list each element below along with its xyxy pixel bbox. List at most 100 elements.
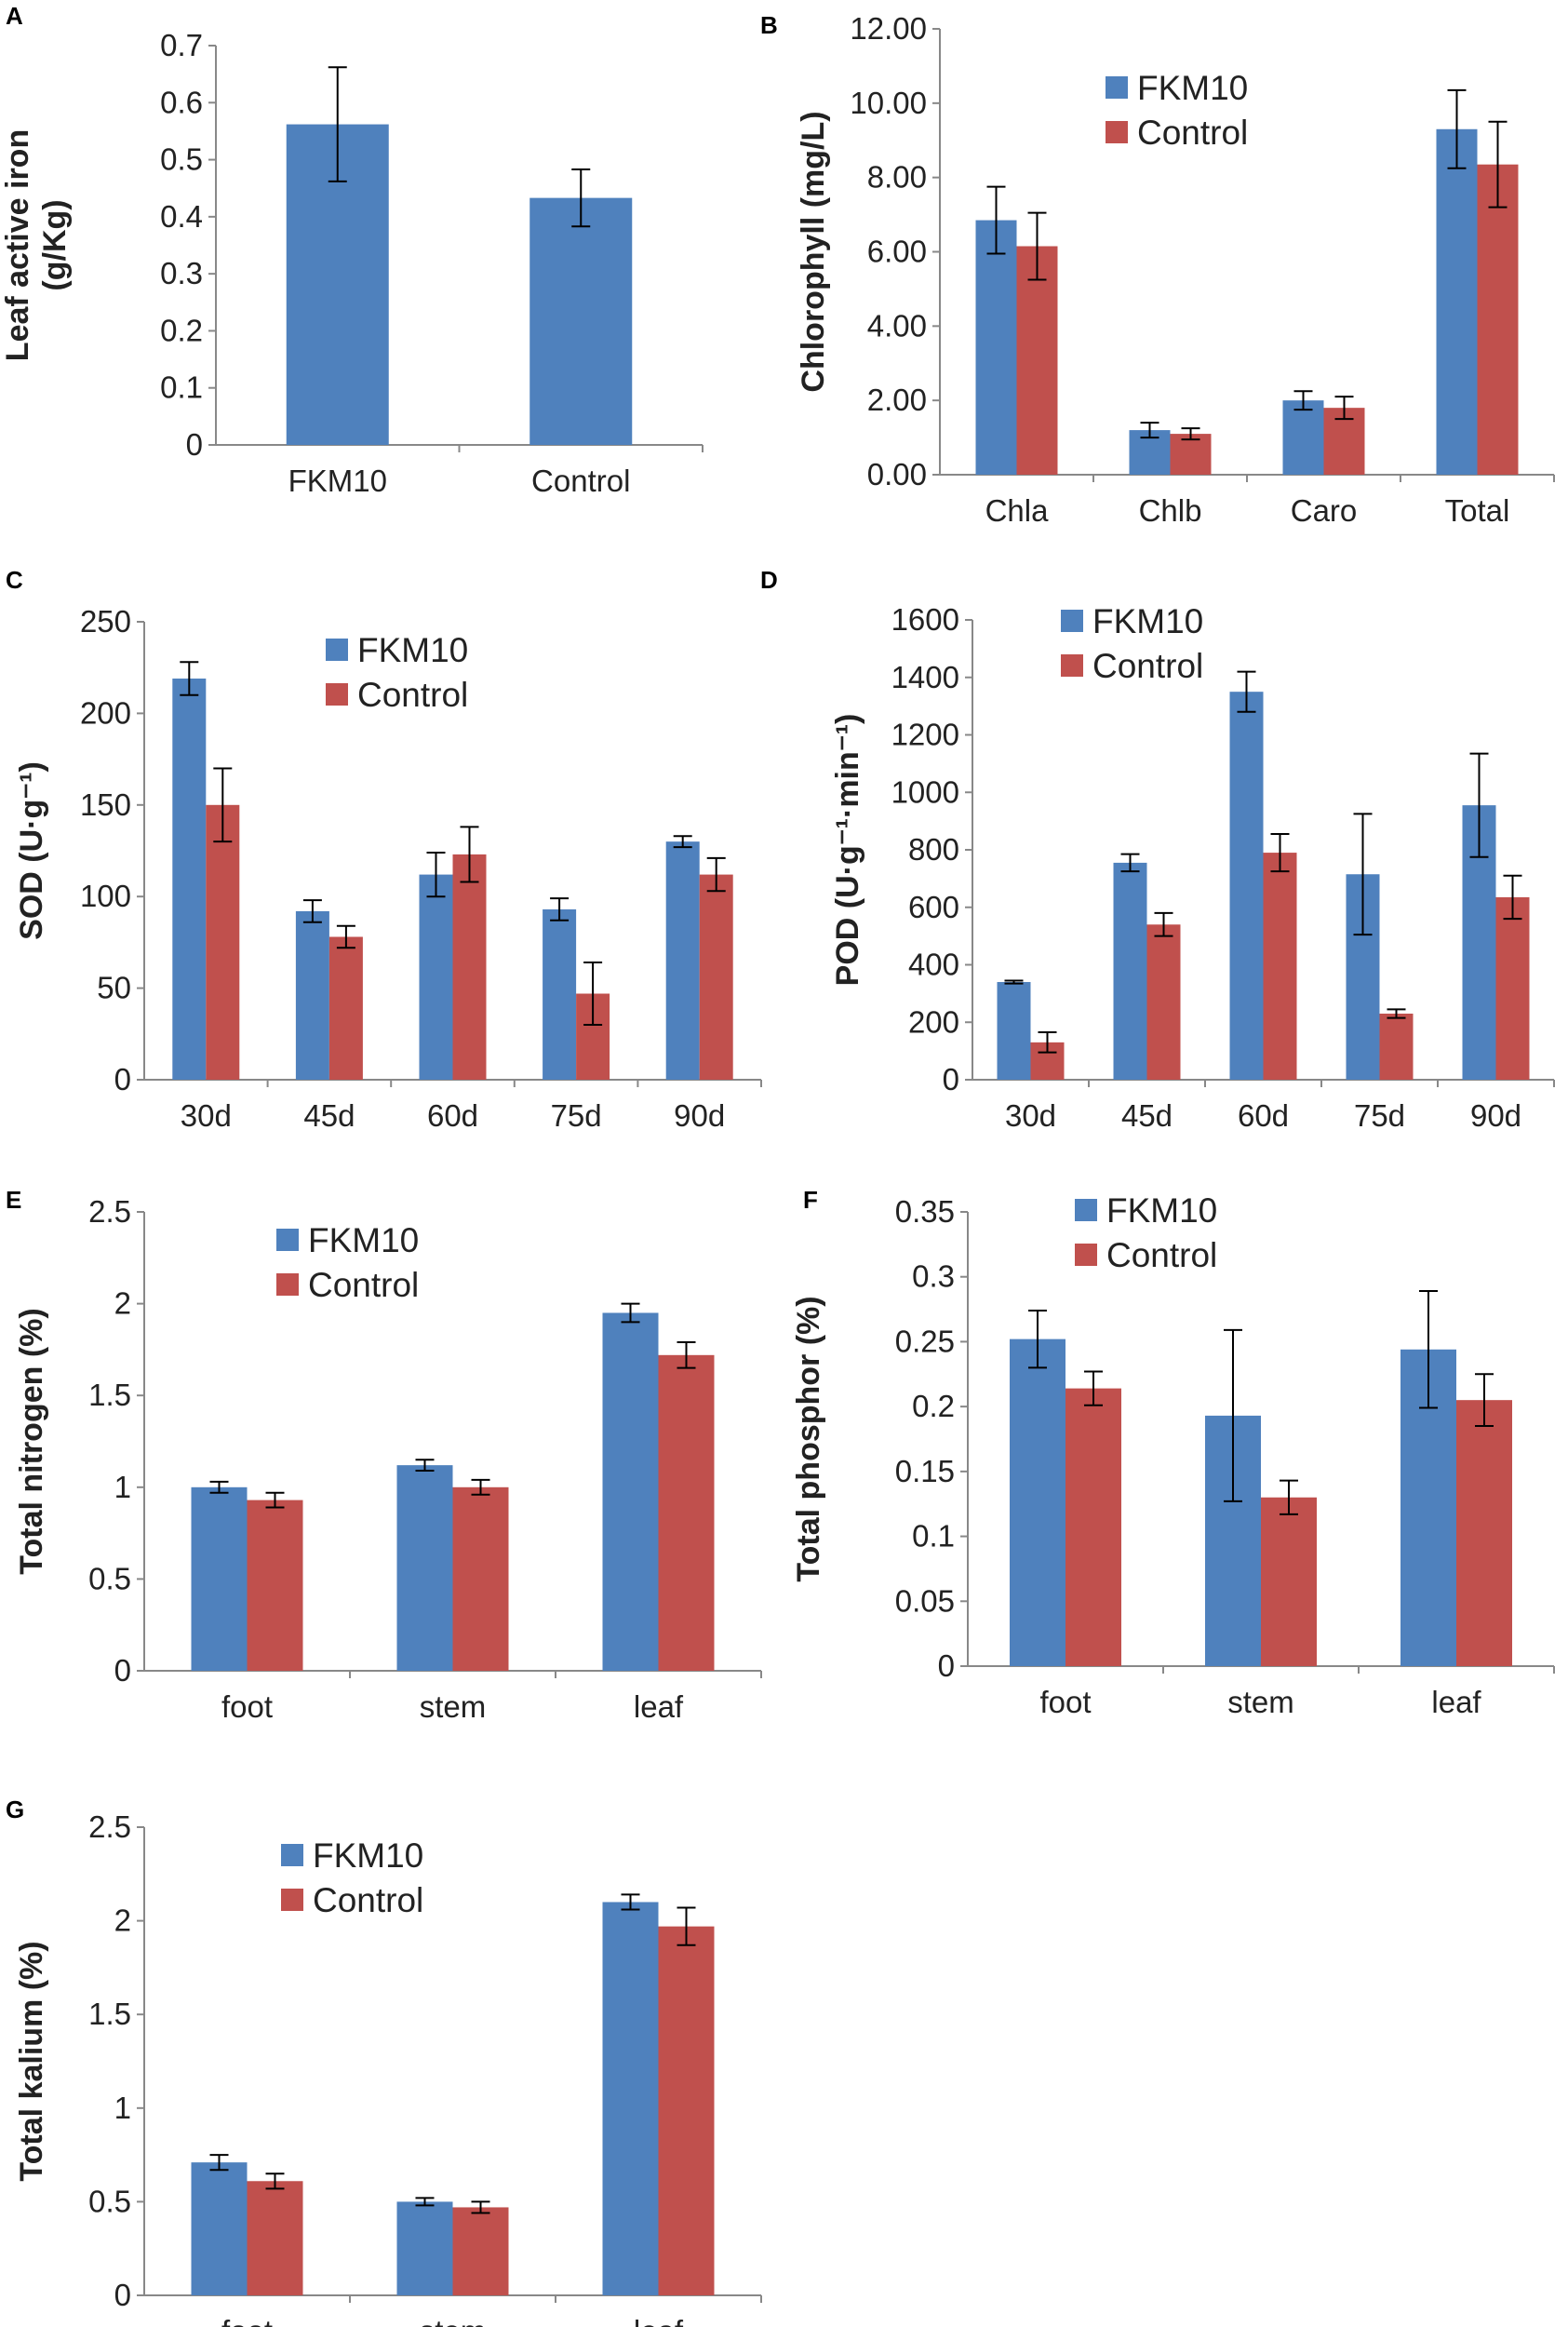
bar-fkm10-leaf [602, 1902, 659, 2295]
x-tick-label: stem [420, 2314, 487, 2327]
y-tick-label: 0.2 [912, 1389, 955, 1423]
y-tick-label: 8.00 [867, 160, 927, 195]
legend-label-fkm10: FKM10 [357, 631, 468, 669]
legend-label-control: Control [1137, 114, 1248, 152]
bar-control-60d [452, 854, 487, 1080]
x-tick-label: Chla [985, 493, 1050, 528]
x-tick-label: FKM10 [288, 464, 387, 498]
panel-letter-g: G [6, 1796, 24, 1823]
bar-fkm10-45d [1113, 862, 1147, 1080]
legend-label-control: Control [308, 1266, 419, 1304]
legend-label-fkm10: FKM10 [1106, 1191, 1217, 1230]
y-tick-label: 150 [80, 787, 131, 822]
x-tick-label: leaf [634, 1689, 684, 1724]
bar-control-leaf [658, 1926, 715, 2295]
bar-control-chla [1016, 246, 1058, 475]
bar-fkm10-foot [1010, 1338, 1065, 1666]
bar-fkm10-leaf [602, 1312, 659, 1671]
legend-label-control: Control [313, 1881, 423, 1919]
x-tick-label: leaf [634, 2314, 684, 2327]
y-tick-label: 2 [114, 1286, 131, 1321]
chart-panel-a: A 0 0.1 0.2 0.3 0.4 0.5 0.6 0.7 Leaf active iron(… [0, 2, 704, 498]
y-tick-label: 800 [908, 832, 959, 867]
legend-swatch-control [281, 1889, 303, 1911]
x-tick-label: foot [221, 1689, 273, 1724]
bar-fkm10-45d [295, 910, 329, 1080]
bar-control-45d [1146, 924, 1181, 1080]
y-tick-label: 0 [943, 1062, 959, 1096]
y-tick-label: 600 [908, 890, 959, 924]
legend: FKM10 Control [281, 1836, 423, 1919]
legend: FKM10 Control [1106, 69, 1248, 152]
bar-fkm10-stem [396, 2201, 453, 2295]
y-tick-label: 0.2 [160, 313, 203, 347]
bar-fkm10-90d [665, 841, 700, 1080]
legend: FKM10 Control [1061, 602, 1203, 685]
bar-fkm10-total [1436, 128, 1478, 475]
y-tick-label: 0.5 [88, 2184, 131, 2218]
legend-swatch-fkm10 [1106, 76, 1128, 99]
x-tick-label: 75d [1354, 1098, 1405, 1133]
bar-fkm10-30d [172, 679, 207, 1080]
legend: FKM10 Control [276, 1221, 419, 1304]
y-tick-label: 0 [114, 1653, 131, 1688]
legend-swatch-control [326, 683, 348, 706]
legend-swatch-control [276, 1273, 299, 1296]
y-axis-title: Chlorophyll (mg/L) [796, 111, 831, 392]
y-tick-label: 1400 [891, 660, 959, 694]
x-tick-label: 30d [181, 1098, 232, 1133]
y-tick-label: 2 [114, 1903, 131, 1938]
y-tick-label: 0.00 [867, 457, 927, 491]
bar-fkm10-stem [396, 1465, 453, 1671]
bar-control-stem [1261, 1497, 1317, 1666]
legend-label-control: Control [1092, 647, 1203, 685]
y-axis-title: SOD (U·g⁻¹) [14, 761, 49, 940]
x-tick-label: leaf [1431, 1685, 1481, 1719]
bar-fkm10-foot [191, 2162, 248, 2295]
x-tick-label: stem [1227, 1685, 1294, 1719]
y-tick-label: 0.25 [895, 1324, 955, 1358]
y-tick-label: 2.00 [867, 383, 927, 417]
y-tick-label: 1 [114, 2091, 131, 2125]
y-tick-label: 0.3 [160, 256, 203, 290]
bar-control-total [1477, 164, 1519, 475]
y-tick-label: 400 [908, 948, 959, 982]
y-axis-title: (g/Kg) [37, 199, 73, 290]
legend-swatch-control [1061, 654, 1083, 677]
legend: FKM10 Control [326, 631, 468, 714]
bar-fkm10-control [529, 197, 633, 445]
bar-control-chlb [1170, 434, 1212, 475]
legend-label-fkm10: FKM10 [1092, 602, 1203, 640]
y-axis-title: Leaf active iron [0, 129, 35, 361]
y-tick-label: 0.05 [895, 1583, 955, 1618]
x-tick-label: 90d [1470, 1098, 1521, 1133]
legend-swatch-control [1106, 121, 1128, 143]
y-tick-label: 0.3 [912, 1259, 955, 1294]
y-tick-label: 10.00 [850, 86, 927, 120]
y-tick-label: 200 [908, 1004, 959, 1039]
panel-letter-b: B [760, 11, 778, 39]
legend-label-control: Control [1106, 1236, 1217, 1274]
y-tick-label: 2.5 [88, 1809, 131, 1844]
legend-label-fkm10: FKM10 [308, 1221, 419, 1259]
y-tick-label: 0.1 [912, 1519, 955, 1554]
legend-swatch-fkm10 [1075, 1199, 1097, 1221]
bar-control-90d [1495, 896, 1530, 1080]
legend-label-control: Control [357, 676, 468, 714]
legend-swatch-fkm10 [276, 1229, 299, 1251]
y-tick-label: 50 [97, 971, 131, 1005]
y-axis-title: Total nitrogen (%) [14, 1308, 49, 1574]
y-tick-label: 0 [938, 1648, 955, 1683]
y-tick-label: 2.5 [88, 1194, 131, 1229]
bar-fkm10-30d [997, 982, 1031, 1080]
y-tick-label: 0.15 [895, 1454, 955, 1488]
x-tick-label: 60d [1238, 1098, 1289, 1133]
bar-control-leaf [658, 1354, 715, 1671]
y-tick-label: 0.1 [160, 370, 203, 405]
x-tick-label: Caro [1291, 493, 1358, 528]
chart-panel-g: G 0 0.5 1 1.5 2 2.5 Total kalium (%) foot stem lea… [6, 1796, 762, 2327]
bar-control-foot [1065, 1388, 1121, 1666]
legend-swatch-fkm10 [326, 639, 348, 661]
bar-fkm10-caro [1282, 400, 1324, 475]
